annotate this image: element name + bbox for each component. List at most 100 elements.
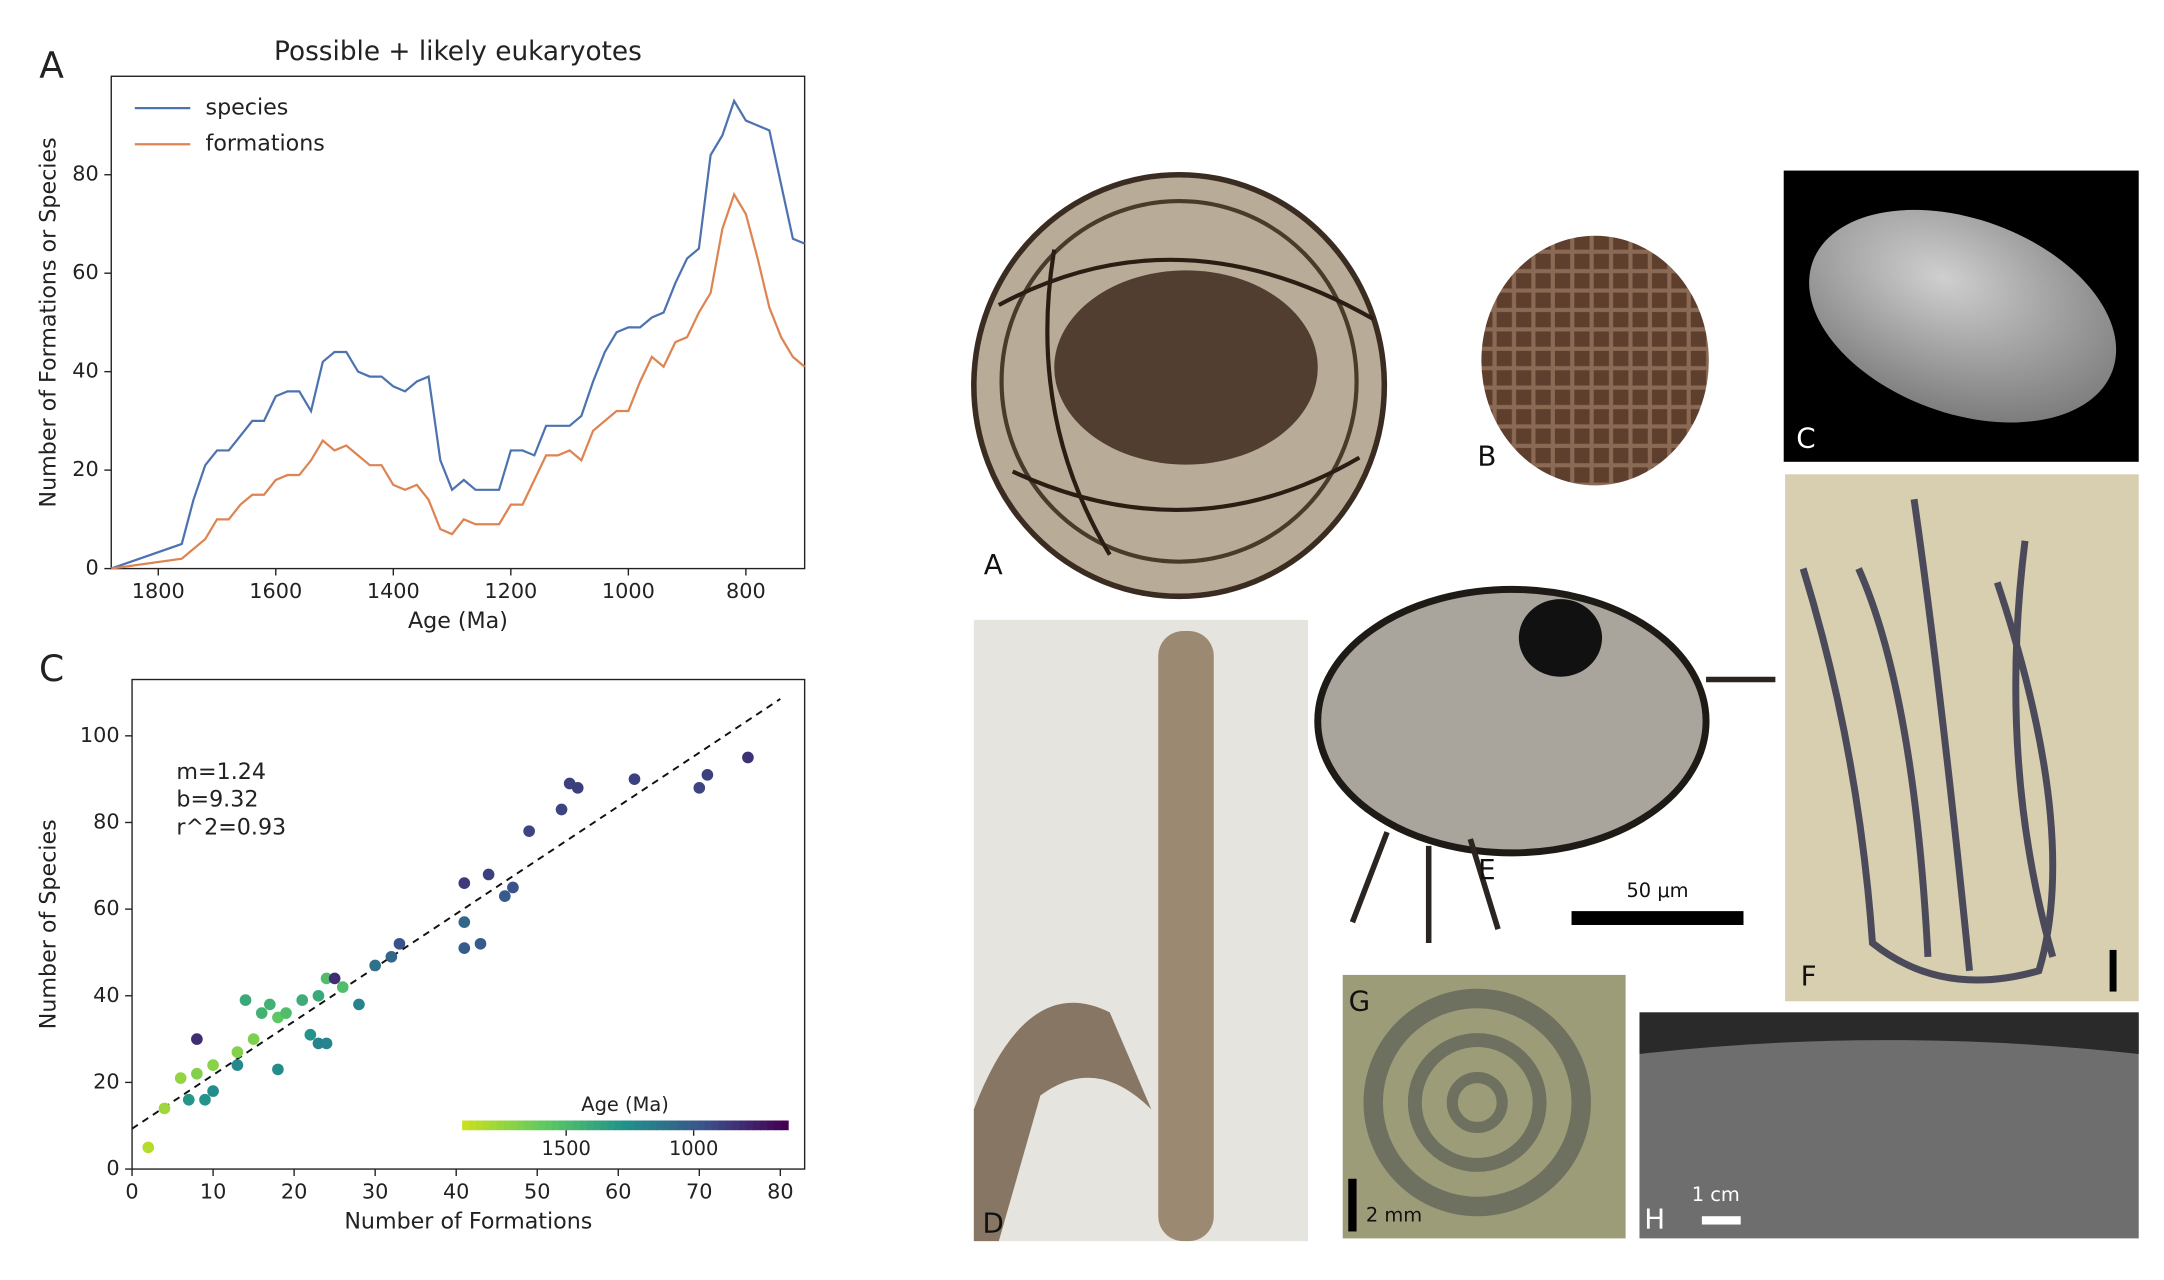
scatter-point [239,994,252,1006]
colorbar-segment [635,1120,644,1131]
colorbar-segment [690,1120,699,1131]
colorbar-segment [725,1120,734,1131]
colorbar-segment [573,1120,581,1131]
colorbar-segment [649,1120,657,1131]
scatter-point [272,1063,284,1076]
scatter-point [336,981,349,993]
scatter-point [353,998,365,1011]
x-tick-label: 0 [125,1180,138,1204]
y-tick-label: 0 [106,1156,119,1180]
colorbar-segment [593,1120,602,1131]
photo-label: B [1477,440,1496,473]
y-axis-label: Number of Formations or Species [35,137,61,507]
colorbar-segment [552,1120,560,1131]
photo-label: D [983,1207,1004,1240]
photo-label: A [984,548,1003,581]
y-tick-label: 60 [93,896,119,920]
scatter-point [555,803,568,816]
scatter-point [312,1037,325,1050]
colorbar-segment [475,1120,484,1131]
scatter-point [207,1085,219,1097]
scatter-point [247,1033,260,1045]
photo-labels: A B C D E F G H 50 μm 2 mm 1 cm [983,422,1817,1240]
colorbar-segment [670,1120,678,1131]
colorbar-segment [607,1120,616,1131]
axes-frame [131,678,806,1170]
photo-label: E [1478,853,1496,886]
colorbar-segment [489,1120,498,1131]
scatter-point [393,937,406,950]
scale-bar-label: 50 μm [1626,879,1688,902]
scatter-point [458,877,471,889]
scatter-point [320,1037,333,1050]
photo-e [1314,585,1776,944]
scatter-point [701,769,714,781]
scatter-point [174,1072,187,1084]
scatter-point [507,881,519,894]
x-axis-label: Age (Ma) [408,608,508,634]
x-tick-label: 20 [281,1180,307,1204]
colorbar-segment [503,1120,512,1131]
x-tick-label: 1400 [367,579,420,603]
scatter-point [369,959,381,972]
colorbar-segment [469,1120,477,1131]
scatter-point [296,994,309,1006]
colorbar-segment [559,1120,567,1131]
scatter-point [142,1141,155,1154]
photo-a [971,171,1388,600]
x-tick-label: 10 [200,1180,226,1204]
photo-f [1785,474,2139,1002]
scatter-point [693,782,706,794]
colorbar-segment [482,1120,491,1131]
colorbar-segment [774,1120,782,1131]
legend-label: species [206,95,289,121]
scatter-point [207,1059,219,1071]
scatter-point [482,868,495,881]
scatter-point [742,751,754,764]
photo-g [1342,974,1626,1239]
scatter-point [328,972,341,985]
annotation: m=1.24 [176,759,266,785]
line-series [111,191,806,570]
y-tick-label: 80 [93,809,119,833]
scatter-point [474,937,487,950]
photo-label: G [1349,985,1370,1018]
x-tick-label: 1800 [132,579,185,603]
scale-bar-label: 2 mm [1366,1204,1422,1227]
colorbar-segment [586,1120,595,1131]
scatter-point [280,1007,292,1019]
colorbar-segment [642,1120,651,1131]
photo-label: H [1644,1202,1665,1235]
x-tick-label: 80 [767,1180,793,1204]
axes-frame [110,75,806,570]
colorbar-segment [767,1120,775,1131]
x-tick-label: 800 [726,579,766,603]
scatter-point [263,998,276,1011]
y-tick-label: 20 [72,457,98,481]
colorbar-segment [524,1120,533,1131]
y-tick-label: 0 [86,556,99,580]
colorbar-segment [753,1120,761,1131]
colorbar-segment [531,1120,540,1131]
scatter-point [191,1067,203,1080]
colorbar-segment [711,1120,720,1131]
colorbar-segment [697,1120,706,1131]
colorbar-segment [739,1120,748,1131]
scatter-point [458,916,471,928]
line-series [110,98,806,570]
scatter-point [571,782,584,794]
colorbar-segment [704,1120,713,1131]
y-axis-label: Number of Species [35,819,61,1029]
colorbar-segment [663,1120,671,1131]
scatter-point [312,989,325,1002]
colorbar-segment [496,1120,505,1131]
x-tick-label: 60 [605,1180,631,1204]
colorbar-segment [510,1120,519,1131]
colorbar-segment [517,1120,526,1131]
colorbar-segment [600,1120,609,1131]
x-tick-label: 40 [443,1180,469,1204]
legend-label: formations [206,131,325,157]
colorbar-segment [621,1120,630,1131]
y-tick-label: 40 [93,983,119,1007]
